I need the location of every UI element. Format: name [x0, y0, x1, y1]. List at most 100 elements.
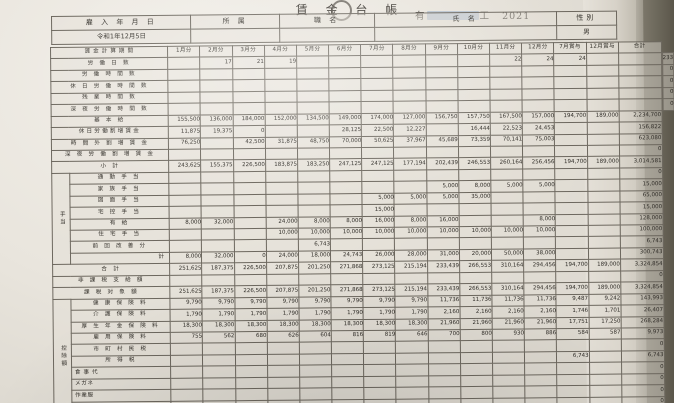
cell-r31-c5 — [299, 399, 333, 403]
cell-r31-c10 — [460, 397, 494, 403]
cell-r28-c3 — [235, 365, 268, 378]
cell-r16-c7: 10,000 — [362, 227, 395, 239]
row-label: 食 事 代 — [71, 366, 171, 379]
cell-r9-c1 — [168, 148, 201, 161]
cell-r9-c3 — [233, 148, 266, 161]
cell-r17-c14 — [587, 236, 621, 249]
cell-r22-c1: 9,790 — [170, 297, 203, 310]
cell-r29-c3 — [235, 377, 268, 389]
cell-r11-c8 — [394, 169, 427, 182]
cell-r23-c4: 1,790 — [266, 308, 300, 320]
cell-r23-c7: 1,790 — [363, 307, 396, 320]
cell-total-r18: 300,743 — [620, 247, 664, 260]
row-label: 通 勤 手 当 — [69, 172, 169, 185]
identity-header-gender: 性別 — [556, 11, 617, 26]
cell-r24-c2: 18,300 — [202, 320, 235, 332]
cell-r5-c7 — [361, 101, 394, 114]
cell-r23-c9: 2,160 — [427, 306, 460, 319]
cell-r10-c6: 247,125 — [329, 158, 362, 171]
cell-r16-c11: 10,000 — [491, 225, 524, 238]
column-header-14: 12月賞与 — [586, 42, 619, 54]
cell-r3-c2 — [200, 80, 233, 92]
row-label: メガネ — [71, 378, 171, 391]
cell-r10-c11: 260,164 — [490, 157, 523, 170]
identity-table: 雇 入 年 月 日 所 属 職 名 氏 名 性別 令和1年12月5日 男 — [51, 11, 617, 45]
cell-r27-c10 — [460, 352, 493, 364]
cell-r7-c1: 11,875 — [168, 126, 201, 138]
cell-r21-c12: 294,456 — [524, 282, 557, 295]
cell-r30-c11 — [492, 386, 526, 398]
cell-r2-c13 — [554, 65, 587, 77]
cell-r13-c2 — [201, 194, 234, 207]
cell-r3-c7 — [361, 78, 394, 91]
cell-r13-c14 — [587, 190, 620, 203]
cell-r25-c9: 700 — [427, 329, 461, 342]
cell-r16-c10: 10,000 — [459, 226, 492, 239]
cell-r10-c14: 189,000 — [587, 156, 620, 169]
cell-r15-c4: 24,000 — [265, 216, 299, 229]
cell-r5-c2 — [200, 102, 233, 115]
cell-total-r24: 268,284 — [620, 316, 664, 328]
cell-r18-c7: 26,000 — [362, 250, 396, 262]
cell-r18-c13 — [555, 248, 589, 260]
cell-r18-c10: 20,000 — [459, 249, 492, 261]
cell-r25-c4: 626 — [266, 331, 300, 343]
cell-r14-c3 — [233, 205, 266, 218]
cell-r3-c6 — [328, 78, 362, 91]
cell-r28-c6 — [331, 364, 364, 377]
cell-r30-c13 — [557, 385, 590, 398]
cell-r2-c14 — [586, 64, 619, 77]
cell-r27-c8 — [395, 352, 429, 365]
cell-r2-c11 — [489, 65, 523, 78]
cell-r16-c8: 10,000 — [394, 226, 428, 239]
cell-r24-c3: 18,300 — [234, 319, 267, 332]
cell-total-r30: 0 — [621, 384, 665, 397]
cell-total-r16: 100,000 — [620, 224, 663, 237]
cell-r5-c3 — [232, 102, 265, 115]
cell-r11-c5 — [297, 170, 330, 183]
cell-r19-c7: 273,125 — [362, 261, 396, 274]
cell-r28-c5 — [299, 365, 332, 377]
cell-r7-c7: 22,500 — [361, 124, 394, 137]
cell-r18-c5: 18,000 — [298, 250, 331, 263]
cell-r29-c4 — [267, 376, 300, 389]
cell-r26-c13 — [556, 339, 590, 352]
cell-r29-c2 — [203, 377, 236, 390]
cell-r18-c2: 32,000 — [201, 251, 235, 264]
cell-r8-c13 — [554, 133, 588, 146]
cell-r9-c4 — [265, 148, 298, 160]
cell-r20-c8 — [395, 272, 428, 285]
column-header-2: 2月分 — [199, 45, 233, 58]
row-label: 雇 用 保 険 料 — [71, 332, 171, 345]
cell-r13-c7: 5,000 — [362, 192, 395, 205]
cell-r2-c5 — [296, 67, 329, 80]
cell-r30-c14 — [589, 385, 622, 397]
cell-r27-c14 — [589, 350, 622, 363]
cell-r17-c8 — [394, 238, 428, 251]
cell-r3-c3 — [232, 79, 265, 92]
cell-r20-c2 — [202, 274, 235, 287]
cell-r3-c5 — [296, 79, 330, 91]
cell-r25-c5: 604 — [299, 330, 332, 343]
cell-r15-c8: 8,000 — [394, 215, 427, 228]
cell-r20-c10 — [459, 272, 492, 284]
cell-total-r31: 0 — [621, 396, 665, 403]
cell-r29-c6 — [331, 376, 365, 388]
cell-r10-c12: 256,456 — [522, 157, 556, 169]
cell-r13-c6 — [330, 193, 363, 205]
cell-r8-c11: 70,141 — [490, 134, 523, 147]
cell-r21-c13: 194,700 — [556, 282, 589, 295]
cell-r26-c9 — [427, 340, 461, 353]
cell-r1-c3: 21 — [232, 56, 265, 69]
cell-r21-c7: 273,125 — [363, 284, 396, 297]
cell-r3-c1 — [167, 80, 201, 93]
cell-r9-c10 — [458, 146, 491, 158]
cell-r19-c12: 294,456 — [523, 259, 557, 272]
cell-r4-c9 — [425, 89, 458, 102]
cell-r27-c6 — [331, 353, 364, 366]
cell-r27-c3 — [234, 354, 268, 366]
cell-r2-c15 — [618, 64, 662, 77]
cell-r22-c14: 9,242 — [588, 293, 621, 306]
cell-r22-c10: 11,736 — [459, 294, 493, 307]
